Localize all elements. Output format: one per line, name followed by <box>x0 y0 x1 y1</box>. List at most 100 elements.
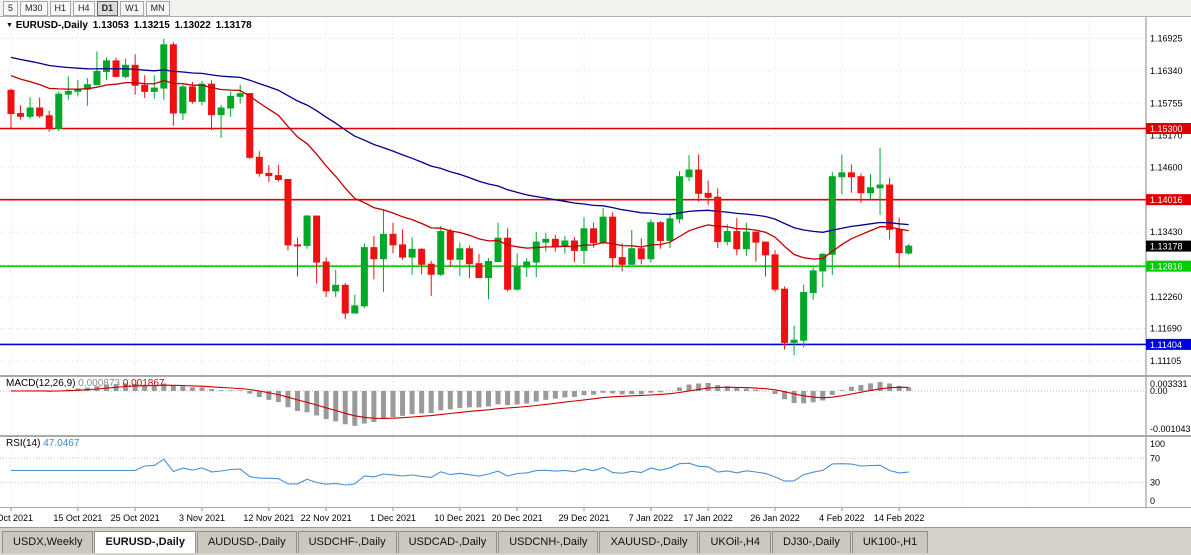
candle <box>294 244 301 247</box>
candle <box>179 86 187 114</box>
chart-tab-audusd-daily[interactable]: AUDUSD-,Daily <box>196 531 297 553</box>
svg-text:17 Jan 2022: 17 Jan 2022 <box>683 513 733 523</box>
chevron-down-icon[interactable]: ▼ <box>6 22 13 29</box>
candle <box>876 184 884 189</box>
candle <box>36 107 44 117</box>
svg-text:12 Nov 2021: 12 Nov 2021 <box>243 513 294 523</box>
candle <box>379 233 387 260</box>
price-tag: 1.15300 <box>1146 123 1191 135</box>
chart-tab-eurusd-daily[interactable]: EURUSD-,Daily <box>94 531 196 553</box>
candle <box>332 284 340 292</box>
svg-text:29 Dec 2021: 29 Dec 2021 <box>558 513 609 523</box>
panel-separator[interactable] <box>0 375 1191 377</box>
svg-text:0: 0 <box>1150 496 1155 506</box>
candle <box>122 64 130 77</box>
timeframe-button-h1[interactable]: H1 <box>49 0 72 16</box>
candle <box>427 263 435 275</box>
svg-text:1.11690: 1.11690 <box>1150 324 1182 334</box>
candle <box>618 257 626 265</box>
candle <box>676 176 683 220</box>
candle <box>7 89 15 115</box>
svg-text:1.16340: 1.16340 <box>1150 66 1183 76</box>
candle <box>542 238 550 243</box>
price-chart-panel[interactable]: 1.16925 1.16340 1.15755 1.15170 1.14600 1.140… <box>0 17 1191 375</box>
candle <box>847 172 855 178</box>
candle <box>532 241 540 263</box>
timeframe-button-w1[interactable]: W1 <box>120 0 144 16</box>
rsi-panel[interactable]: 100 70 30 0 RSI(14) 47.0467 <box>0 437 1191 507</box>
candle <box>45 115 53 130</box>
macd-signal-value: 0.001867 <box>122 378 165 389</box>
chart-tab-dj30-daily[interactable]: DJ30-,Daily <box>771 531 851 553</box>
macd-signal-line <box>10 384 909 419</box>
macd-panel[interactable]: 0.003331 0.00 -0.001043 MACD(12,26,9) 0.00… <box>0 377 1191 435</box>
candle <box>303 215 311 246</box>
candle <box>17 113 25 117</box>
panel-separator[interactable] <box>0 435 1191 437</box>
candle <box>656 222 664 241</box>
chart-tab-usdcad-daily[interactable]: USDCAD-,Daily <box>397 531 498 553</box>
chart-tab-usdchf-daily[interactable]: USDCHF-,Daily <box>297 531 397 553</box>
chart-tab-ukoil-h4[interactable]: UKOil-,H4 <box>699 531 771 553</box>
candle <box>418 248 426 265</box>
candle <box>217 107 225 116</box>
svg-text:1.15300: 1.15300 <box>1150 124 1183 134</box>
chart-tab-xauusd-daily[interactable]: XAUUSD-,Daily <box>599 531 699 553</box>
timeframe-toolbar: 5 M30 H1 H4 D1 W1 MN <box>0 0 1191 17</box>
rsi-chart[interactable]: 100 70 30 0 <box>0 437 1191 507</box>
svg-text:1.12260: 1.12260 <box>1150 292 1183 302</box>
candle <box>714 196 722 243</box>
macd-name: MACD(12,26,9) <box>6 378 76 389</box>
ohlc-high: 1.13215 <box>133 20 170 31</box>
svg-text:7 Jan 2022: 7 Jan 2022 <box>629 513 674 523</box>
timeframe-button-d1[interactable]: D1 <box>96 0 119 16</box>
date-axis[interactable]: 6 Oct 2021 15 Oct 2021 25 Oct 2021 3 Nov 20… <box>0 507 1191 527</box>
candle <box>685 169 693 178</box>
candle <box>895 228 903 254</box>
candle <box>150 87 158 92</box>
timeframe-button-5[interactable]: 5 <box>3 0 19 16</box>
candlestick-chart[interactable]: 1.16925 1.16340 1.15755 1.15170 1.14600 1.140… <box>0 17 1191 375</box>
svg-text:3 Nov 2021: 3 Nov 2021 <box>179 513 225 523</box>
candle <box>274 175 282 180</box>
rsi-scale-labels[interactable]: 100 70 30 0 <box>1150 439 1165 506</box>
candle <box>523 261 531 268</box>
chart-title: ▼ EURUSD-,Daily 1.13053 1.13215 1.13022 … <box>6 20 254 31</box>
horizontal-level-lines[interactable] <box>0 127 1146 346</box>
svg-text:1.15755: 1.15755 <box>1150 98 1183 108</box>
svg-text:26 Jan 2022: 26 Jan 2022 <box>750 513 800 523</box>
candle <box>360 247 368 307</box>
date-axis-labels: 6 Oct 2021 15 Oct 2021 25 Oct 2021 3 Nov 20… <box>0 508 924 523</box>
svg-text:30: 30 <box>1150 478 1160 488</box>
timeframe-button-m30[interactable]: M30 <box>20 0 48 16</box>
timeframe-button-h4[interactable]: H4 <box>73 0 95 16</box>
chart-tab-uk100-h1[interactable]: UK100-,H1 <box>851 531 929 553</box>
candle <box>609 216 617 259</box>
price-tag: 1.12816 <box>1146 260 1191 272</box>
candle <box>93 70 101 86</box>
candle <box>752 231 760 243</box>
rsi-label: RSI(14) 47.0467 <box>6 438 79 449</box>
candle <box>723 231 731 243</box>
candle <box>208 83 216 116</box>
svg-text:0.003331: 0.003331 <box>1150 379 1188 389</box>
chart-tab-usdx-weekly[interactable]: USDX,Weekly <box>2 531 94 553</box>
candle <box>857 176 865 194</box>
svg-text:14 Feb 2022: 14 Feb 2022 <box>874 513 925 523</box>
timeframe-button-mn[interactable]: MN <box>145 0 170 16</box>
candle <box>341 284 349 314</box>
candle <box>399 244 407 258</box>
date-labels[interactable]: 6 Oct 2021 15 Oct 2021 25 Oct 2021 3 Nov 20… <box>0 508 924 523</box>
svg-text:1.11105: 1.11105 <box>1150 356 1181 366</box>
candle <box>561 240 569 247</box>
chart-tab-usdcnh-daily[interactable]: USDCNH-,Daily <box>498 531 599 553</box>
svg-text:1 Dec 2021: 1 Dec 2021 <box>370 513 416 523</box>
rsi-value: 47.0467 <box>43 438 80 449</box>
svg-text:1.15170: 1.15170 <box>1150 131 1183 141</box>
candle <box>742 231 750 250</box>
candle <box>485 260 492 279</box>
candle <box>580 228 588 251</box>
